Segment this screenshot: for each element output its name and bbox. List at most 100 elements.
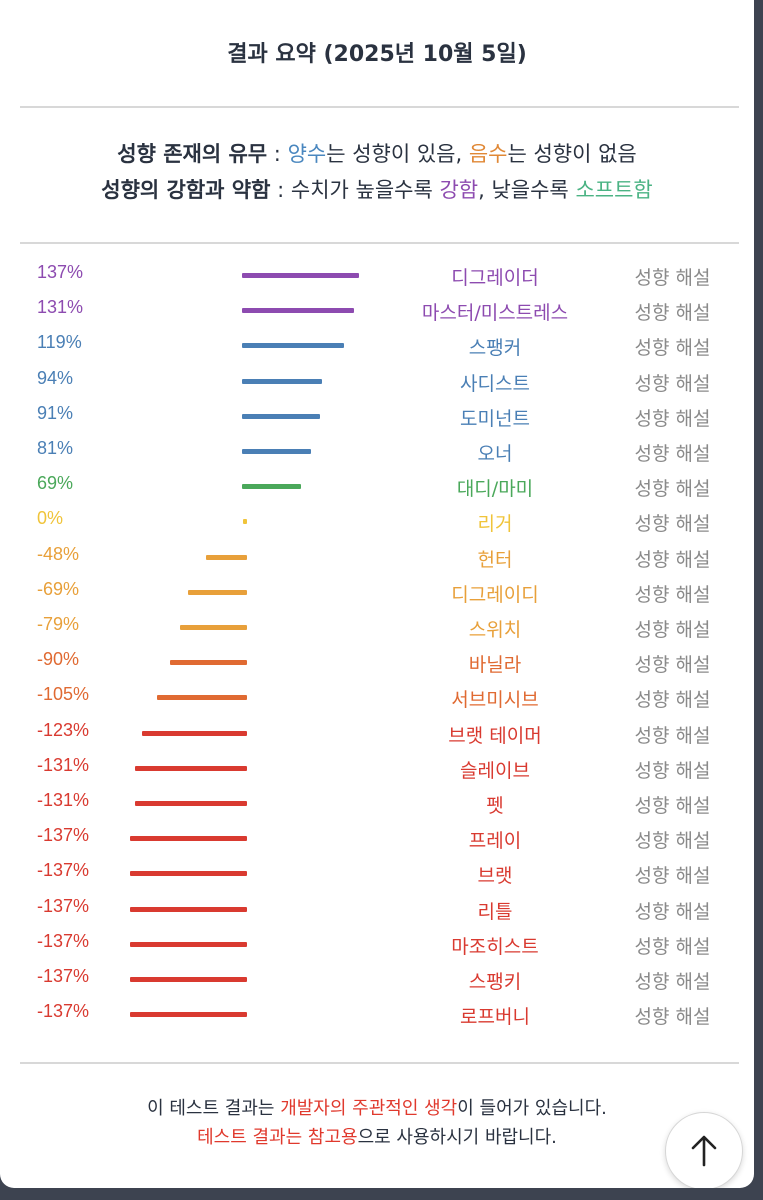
result-bar	[206, 554, 247, 560]
result-percent: -137%	[37, 1001, 90, 1022]
result-percent: -123%	[37, 719, 90, 740]
result-row: -90% 바닐라 성향 해설	[0, 645, 754, 680]
result-row: 81% 오너 성향 해설	[0, 434, 754, 469]
explain-link[interactable]: 성향 해설	[634, 548, 711, 571]
result-percent: 81%	[37, 438, 74, 458]
footer-notice-line1: 이 테스트 결과는 개발자의 주관적인 생각이 들어가 있습니다.	[147, 1098, 607, 1119]
footer-notice-line2: 테스트 결과는 참고용으로 사용하시기 바랍니다.	[197, 1127, 557, 1148]
result-row: -105% 서브미시브 성향 해설	[0, 680, 754, 715]
explain-link[interactable]: 성향 해설	[634, 654, 711, 677]
explain-link[interactable]: 성향 해설	[634, 971, 711, 993]
result-type-name: 펫	[486, 795, 504, 817]
divider	[20, 1062, 739, 1064]
result-type-name: 브랫 테이머	[448, 724, 542, 747]
result-percent: -137%	[37, 895, 90, 916]
result-percent: -131%	[37, 754, 90, 775]
soft-word: 소프트함	[575, 178, 653, 202]
result-bar	[188, 589, 247, 595]
result-type-name: 로프버니	[460, 1006, 530, 1029]
result-bar	[242, 343, 344, 349]
result-bar	[242, 308, 354, 314]
result-row: 94% 사디스트 성향 해설	[0, 364, 754, 399]
result-bar	[242, 413, 320, 419]
legend-existence: 성향 존재의 유무 : 양수는 성향이 있음, 음수는 성향이 없음	[117, 142, 637, 166]
result-percent: -137%	[37, 930, 90, 951]
result-bar	[130, 836, 247, 842]
result-percent: 137%	[37, 262, 84, 282]
explain-link[interactable]: 성향 해설	[634, 865, 711, 888]
result-row: 91% 도미넌트 성향 해설	[0, 399, 754, 434]
negative-word: 음수	[468, 142, 508, 166]
result-row: -79% 스위치 성향 해설	[0, 610, 754, 645]
result-type-name: 헌터	[477, 548, 513, 571]
result-summary-card: 결과 요약 (2025년 10월 5일) 성향 존재의 유무 : 양수는 성향이…	[0, 0, 754, 1188]
result-percent: 94%	[37, 367, 74, 388]
result-percent: -90%	[37, 649, 80, 670]
result-bar	[130, 977, 247, 982]
explain-link[interactable]: 성향 해설	[634, 689, 711, 712]
result-row: 137% 디그레이더 성향 해설	[0, 258, 754, 293]
result-bar	[242, 273, 359, 278]
result-percent: -105%	[37, 684, 90, 705]
result-percent: 0%	[37, 508, 64, 529]
explain-link[interactable]: 성향 해설	[634, 478, 711, 501]
result-type-name: 바닐라	[468, 654, 522, 677]
scroll-to-top-button[interactable]	[665, 1112, 743, 1188]
explain-link[interactable]: 성향 해설	[634, 583, 711, 606]
result-row: -131% 펫 성향 해설	[0, 786, 754, 821]
result-percent: 119%	[37, 332, 82, 353]
explain-link[interactable]: 성향 해설	[634, 935, 711, 958]
result-percent: -131%	[37, 790, 90, 810]
result-bar	[242, 449, 312, 454]
result-type-name: 프레이	[468, 830, 522, 853]
arrow-up-icon	[691, 1135, 717, 1167]
strong-word: 강함	[439, 178, 479, 202]
explain-link[interactable]: 성향 해설	[634, 619, 711, 641]
result-type-name: 리거	[477, 513, 513, 536]
result-row: -123% 브랫 테이머 성향 해설	[0, 716, 754, 751]
explain-link[interactable]: 성향 해설	[634, 795, 711, 817]
result-type-name: 스팽커	[468, 337, 522, 360]
result-percent: -79%	[37, 614, 80, 634]
result-bar	[130, 941, 247, 947]
result-type-name: 마조히스트	[451, 935, 539, 958]
result-percent: -48%	[37, 543, 80, 564]
result-row: -131% 슬레이브 성향 해설	[0, 751, 754, 786]
result-bar	[135, 801, 247, 806]
divider	[20, 242, 739, 244]
explain-link[interactable]: 성향 해설	[634, 267, 711, 289]
result-bar	[242, 378, 323, 384]
positive-word: 양수	[287, 142, 327, 166]
explain-link[interactable]: 성향 해설	[634, 372, 711, 395]
result-type-name: 도미넌트	[460, 407, 530, 430]
result-type-name: 스위치	[468, 619, 522, 641]
result-row: 131% 마스터/미스트레스 성향 해설	[0, 293, 754, 328]
result-row: -48% 헌터 성향 해설	[0, 540, 754, 575]
explain-link[interactable]: 성향 해설	[634, 407, 711, 430]
result-percent: -137%	[37, 966, 90, 986]
result-bar	[130, 1012, 247, 1018]
explain-link[interactable]: 성향 해설	[634, 513, 711, 536]
result-type-name: 사디스트	[460, 372, 530, 395]
result-percent: -137%	[37, 860, 90, 881]
result-type-name: 오너	[477, 443, 513, 465]
result-bar	[141, 730, 247, 736]
result-row: -137% 스팽키 성향 해설	[0, 962, 754, 997]
explain-link[interactable]: 성향 해설	[634, 900, 711, 923]
explain-link[interactable]: 성향 해설	[634, 724, 711, 747]
explain-link[interactable]: 성향 해설	[634, 443, 711, 465]
explain-link[interactable]: 성향 해설	[634, 759, 711, 782]
result-type-name: 스팽키	[468, 971, 522, 993]
result-row: -69% 디그레이디 성향 해설	[0, 575, 754, 610]
result-type-name: 브랫	[477, 865, 513, 888]
explain-link[interactable]: 성향 해설	[634, 830, 711, 853]
result-type-name: 서브미시브	[451, 689, 539, 712]
explain-link[interactable]: 성향 해설	[634, 302, 711, 325]
result-type-name: 리틀	[477, 900, 513, 923]
result-row: 0% 리거 성향 해설	[0, 504, 754, 539]
explain-link[interactable]: 성향 해설	[634, 337, 711, 360]
result-type-name: 마스터/미스트레스	[421, 302, 569, 325]
result-type-name: 대디/마미	[456, 478, 534, 501]
explain-link[interactable]: 성향 해설	[634, 1006, 711, 1029]
result-bar	[170, 660, 247, 666]
